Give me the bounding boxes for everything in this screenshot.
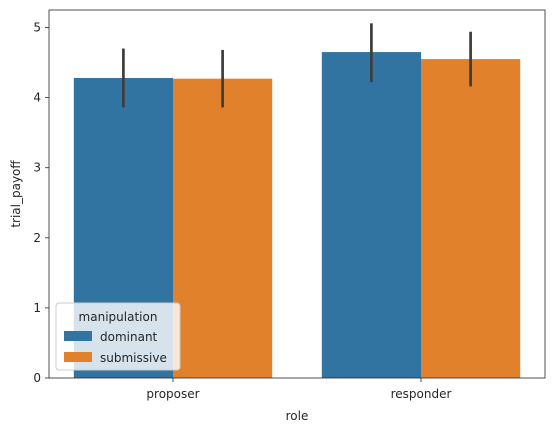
legend-label-submissive: submissive: [100, 351, 167, 365]
legend-title: manipulation: [79, 310, 158, 324]
y-axis: 0 1 2 3 4 5: [33, 21, 49, 385]
y-tick-label: 2: [33, 231, 41, 245]
x-axis: proposer responder: [146, 378, 451, 401]
errorbars-group: [122, 23, 472, 108]
legend-swatch-dominant: [64, 331, 92, 341]
y-tick-label: 5: [33, 21, 41, 35]
y-tick-label: 1: [33, 301, 41, 315]
legend: manipulation dominant submissive: [55, 302, 181, 371]
bar-dominant-responder: [321, 52, 421, 379]
x-tick-label: proposer: [146, 387, 199, 401]
y-axis-label: trial_payoff: [9, 160, 23, 228]
bars-group: [73, 52, 521, 379]
legend-items: dominant submissive: [64, 330, 167, 365]
y-tick-label: 0: [33, 371, 41, 385]
plot-frame: [48, 9, 546, 379]
legend-swatch-submissive: [64, 352, 92, 362]
legend-label-dominant: dominant: [100, 330, 158, 344]
y-tick-label: 3: [33, 161, 41, 175]
bar-submissive-responder: [421, 59, 521, 379]
x-tick-label: responder: [391, 387, 452, 401]
y-tick-label: 4: [33, 91, 41, 105]
x-axis-label: role: [286, 409, 309, 423]
bar-submissive-proposer: [173, 78, 273, 379]
